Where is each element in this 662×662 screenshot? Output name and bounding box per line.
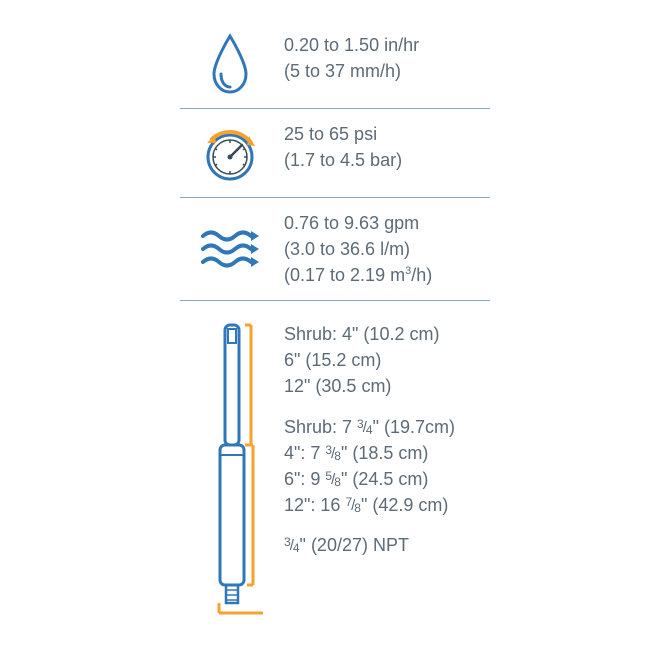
sizes-row: Shrub: 4" (10.2 cm) 6" (15.2 cm) 12" (30… bbox=[180, 301, 662, 621]
flow-text: 0.76 to 9.63 gpm (3.0 to 36.6 l/m) (0.17… bbox=[280, 210, 432, 288]
waves-icon bbox=[180, 224, 280, 274]
thread-size: 3/4" (20/27) NPT bbox=[284, 532, 455, 558]
precip-metric: (5 to 37 mm/h) bbox=[284, 58, 419, 84]
precipitation-text: 0.20 to 1.50 in/hr (5 to 37 mm/h) bbox=[280, 32, 419, 84]
pressure-text: 25 to 65 psi (1.7 to 4.5 bar) bbox=[280, 121, 402, 173]
pressure-imperial: 25 to 65 psi bbox=[284, 121, 402, 147]
flow-gpm: 0.76 to 9.63 gpm bbox=[284, 210, 432, 236]
sprinkler-icon bbox=[180, 321, 280, 621]
flow-m3h: (0.17 to 2.19 m3/h) bbox=[284, 262, 432, 288]
pressure-metric: (1.7 to 4.5 bar) bbox=[284, 147, 402, 173]
pressure-row: 25 to 65 psi (1.7 to 4.5 bar) bbox=[180, 109, 662, 197]
flow-row: 0.76 to 9.63 gpm (3.0 to 36.6 l/m) (0.17… bbox=[180, 198, 662, 300]
precipitation-row: 0.20 to 1.50 in/hr (5 to 37 mm/h) bbox=[180, 20, 662, 108]
precip-imperial: 0.20 to 1.50 in/hr bbox=[284, 32, 419, 58]
gauge-icon bbox=[180, 121, 280, 185]
drop-icon bbox=[180, 32, 280, 96]
flow-lpm: (3.0 to 36.6 l/m) bbox=[284, 236, 432, 262]
riser-sizes: Shrub: 4" (10.2 cm) 6" (15.2 cm) 12" (30… bbox=[284, 321, 455, 399]
body-sizes: Shrub: 7 3/4" (19.7cm) 4": 7 3/8" (18.5 … bbox=[284, 414, 455, 518]
sizes-text: Shrub: 4" (10.2 cm) 6" (15.2 cm) 12" (30… bbox=[280, 321, 455, 558]
